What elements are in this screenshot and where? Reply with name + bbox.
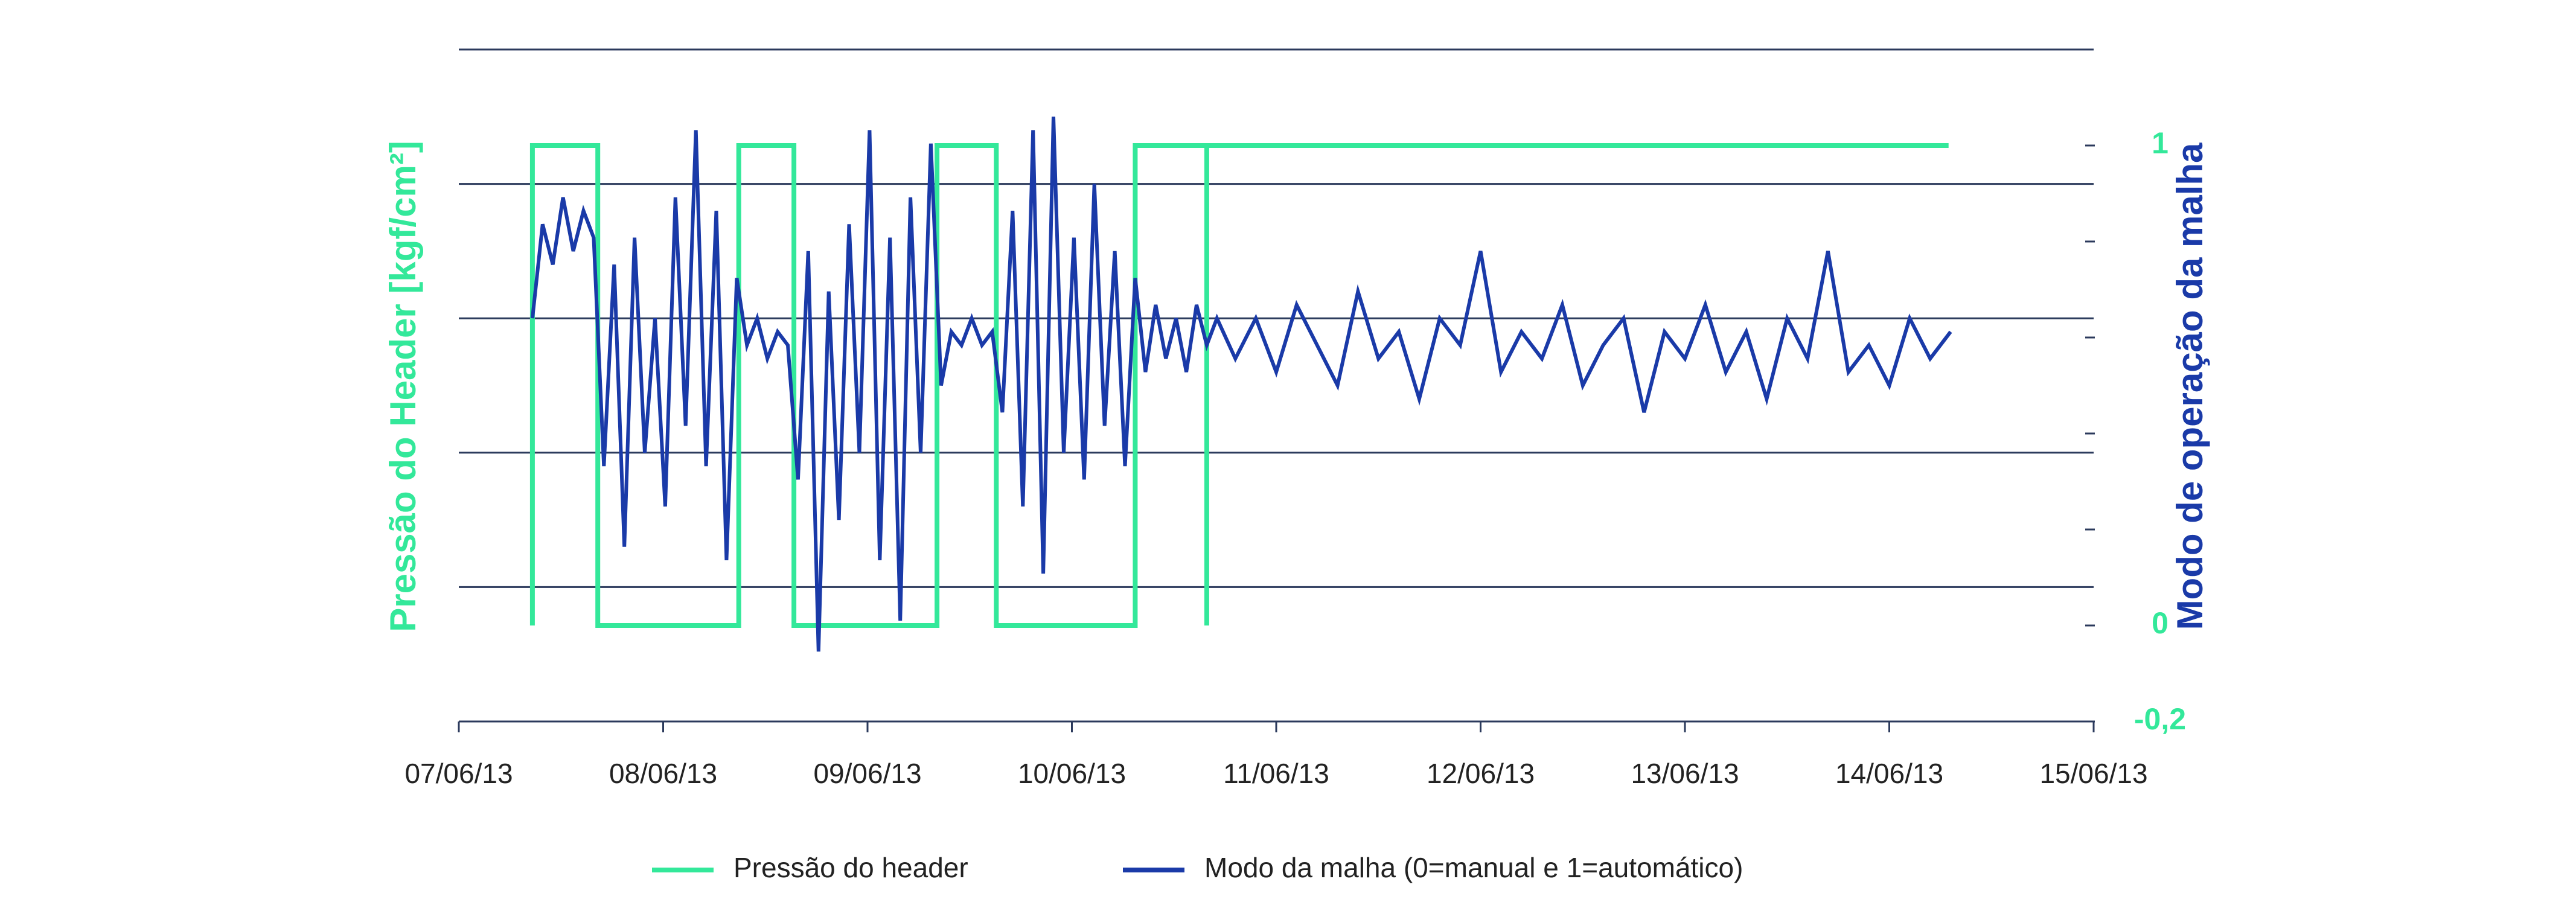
- x-tick-label: 08/06/13: [609, 758, 717, 789]
- series-line: [529, 143, 1949, 628]
- y2-tick-label: 0: [2152, 606, 2169, 640]
- x-tick-label: 07/06/13: [404, 758, 513, 789]
- y2-axis-title: Modo de operação da malha: [2170, 142, 2210, 630]
- x-tick-label: 12/06/13: [1427, 758, 1535, 789]
- x-tick-label: 14/06/13: [1835, 758, 1943, 789]
- y2-tick-label: -0,2: [2134, 702, 2186, 736]
- series-line: [530, 117, 1952, 652]
- y2-tick-label: 1: [2152, 126, 2169, 160]
- x-tick-label: 11/06/13: [1223, 758, 1329, 789]
- legend-label: Modo da malha (0=manual e 1=automático): [1204, 852, 1743, 883]
- y-axis-title: Pressão do Header [kgf/cm²]: [383, 141, 423, 632]
- x-tick-label: 15/06/13: [2039, 758, 2147, 789]
- x-tick-label: 10/06/13: [1018, 758, 1126, 789]
- x-tick-label: 13/06/13: [1631, 758, 1739, 789]
- legend-label: Pressão do header: [733, 852, 968, 883]
- x-tick-label: 09/06/13: [813, 758, 921, 789]
